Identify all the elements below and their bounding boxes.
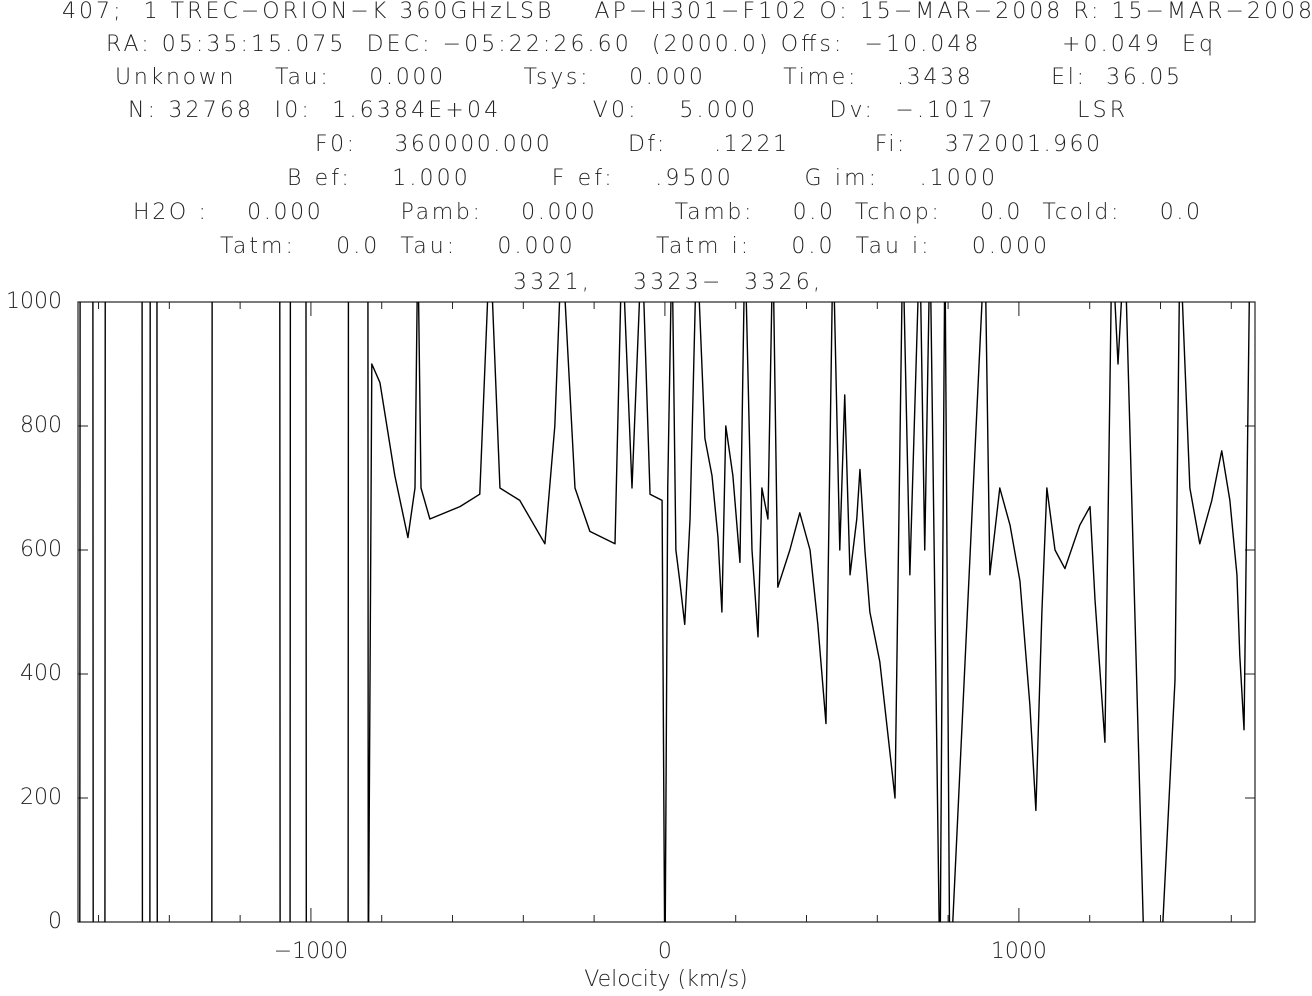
header-line: Unknown Tau: 0.000 Tsys: 0.000 Time: .34… [115, 65, 1180, 90]
y-tick-label: 400 [20, 661, 62, 686]
y-tick-label: 200 [20, 785, 62, 810]
y-tick-label: 600 [20, 537, 62, 562]
x-tick-label: 0 [658, 939, 672, 964]
header-line: F0: 360000.000 Df: .1221 Fi: 372001.960 [315, 132, 1100, 157]
plot-frame [77, 301, 1256, 923]
header-line: RA: 05:35:15.075 DEC: −05:22:26.60 (2000… [106, 32, 1213, 57]
header-line: Tatm: 0.0 Tau: 0.000 Tatm i: 0.0 Tau i: … [220, 234, 1047, 259]
x-tick-label: −1000 [274, 939, 348, 964]
header-line: H2O : 0.000 Pamb: 0.000 Tamb: 0.0 Tchop:… [133, 200, 1200, 225]
x-tick-label: 1000 [991, 939, 1047, 964]
y-tick-label: 0 [48, 909, 62, 934]
y-tick-label: 800 [20, 413, 62, 438]
header-line: 3321, 3323− 3326, [513, 270, 820, 295]
x-axis-label: Velocity (km/s) [584, 967, 748, 992]
plot-area [79, 302, 1250, 922]
header-line: B ef: 1.000 F ef: .9500 G im: .1000 [287, 166, 995, 191]
header-line: 407; 1 TREC−ORION−K 360GHzLSB AP−H301−F1… [62, 0, 1312, 24]
spectrum-line [79, 302, 1250, 922]
header: 407; 1 TREC−ORION−K 360GHzLSB AP−H301−F1… [62, 0, 1312, 295]
header-line: N: 32768 I0: 1.6384E+04 V0: 5.000 Dv: −.… [128, 98, 1125, 123]
y-tick-label: 1000 [6, 289, 62, 314]
